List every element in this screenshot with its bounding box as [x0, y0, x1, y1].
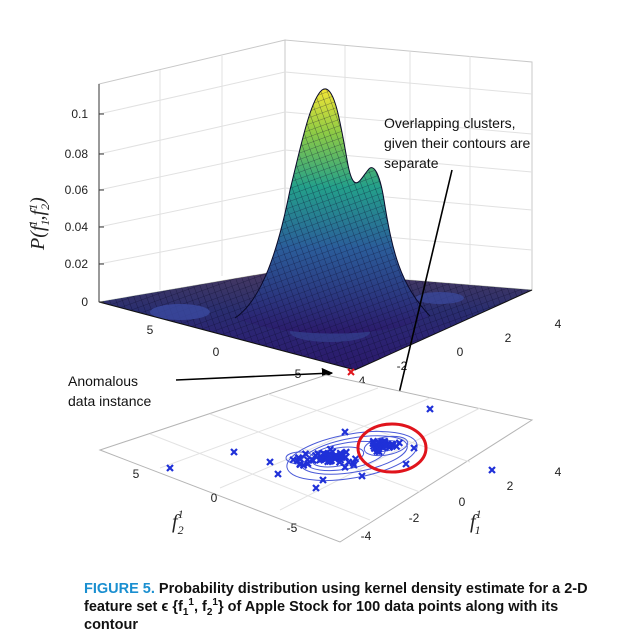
bottom-f1-tick-label: 2 — [507, 479, 514, 493]
data-point — [166, 464, 174, 472]
bottom-f2-ticks: 5 0 -5 — [133, 467, 298, 535]
caption-sup2: 1 — [212, 597, 218, 609]
z-tick-label: 0.06 — [65, 183, 89, 197]
caption-text-c: } of Apple Stock for 100 data points alo… — [84, 599, 559, 633]
data-point — [293, 456, 302, 465]
f2-axis-label: f1 2 — [172, 507, 184, 537]
data-point — [410, 444, 418, 452]
caption-label: FIGURE 5. — [84, 581, 155, 597]
f1-axis-label: f1 1 — [470, 507, 481, 537]
bottom-f1-tick-label: -2 — [409, 511, 420, 525]
data-point — [311, 451, 320, 460]
overlap-text-line1: Overlapping clusters, — [384, 115, 516, 131]
data-point — [341, 428, 349, 436]
data-point — [381, 442, 390, 450]
bottom-f1-tick-label: -4 — [361, 529, 372, 543]
data-point — [351, 455, 360, 463]
caption-sub1: 1 — [182, 606, 189, 618]
top-f1-tick-label: -2 — [397, 359, 408, 373]
data-point — [328, 447, 337, 456]
data-point — [312, 484, 320, 492]
data-point — [301, 450, 310, 458]
top-f1-tick-label: 2 — [505, 331, 512, 345]
top-f1-tick-label: 4 — [555, 317, 562, 331]
caption-sub2: 2 — [206, 606, 213, 618]
anomalous-point — [347, 368, 355, 376]
data-point — [402, 460, 410, 468]
annotation-overlap: Overlapping clusters, given their contou… — [384, 115, 531, 442]
data-point — [317, 455, 325, 464]
bottom-f1-ticks: -4 -2 0 2 4 — [361, 465, 562, 543]
data-point — [338, 453, 346, 462]
top-f1-ticks: -4 -2 0 2 4 — [355, 317, 562, 388]
bottom-f2-tick-label: 5 — [133, 467, 140, 481]
data-point — [230, 448, 238, 456]
z-tick-label: 0.1 — [71, 107, 88, 121]
anomaly-text-line2: data instance — [68, 393, 151, 409]
data-point — [319, 449, 328, 458]
data-point — [319, 476, 327, 484]
bottom-f2-tick-label: -5 — [287, 521, 298, 535]
data-point — [426, 405, 434, 413]
top-f2-tick-label: 5 — [147, 323, 154, 337]
caption-sup1: 1 — [188, 597, 194, 609]
grid-lines — [98, 46, 533, 290]
z-tick-label: 0 — [81, 295, 88, 309]
data-points — [166, 405, 496, 492]
data-point — [488, 466, 496, 474]
data-point — [341, 463, 349, 471]
overlap-text-line3: separate — [384, 155, 439, 171]
caption-text-b: , f — [193, 599, 207, 615]
overlap-highlight — [356, 422, 428, 474]
data-point — [369, 439, 377, 448]
data-point — [358, 472, 366, 480]
figure-caption: FIGURE 5. Probability distribution using… — [84, 580, 614, 634]
bottom-f2-tick-label: 0 — [211, 491, 218, 505]
annotation-anomaly: Anomalous data instance — [68, 367, 334, 409]
z-axis-label: P(f11,f21) — [26, 197, 52, 251]
data-point — [388, 440, 396, 448]
bottom-f1-tick-label: 0 — [459, 495, 466, 509]
anomaly-arrow — [175, 367, 334, 381]
z-tick-label: 0.08 — [65, 147, 89, 161]
top-f2-tick-label: 0 — [213, 345, 220, 359]
overlap-text-line2: given their contours are — [384, 135, 531, 151]
data-point — [374, 445, 383, 454]
top-f1-tick-label: -4 — [355, 374, 366, 388]
bottom-f1-tick-label: 4 — [555, 465, 562, 479]
back-wall-left — [98, 39, 286, 303]
z-ticks: 0.1 0.08 0.06 0.04 0.02 0 — [65, 107, 104, 309]
data-point — [326, 453, 334, 461]
anomaly-text-line1: Anomalous — [68, 373, 138, 389]
data-point — [349, 459, 357, 467]
data-point — [274, 470, 282, 478]
data-point — [309, 456, 317, 465]
data-point — [266, 458, 274, 466]
scatter-plane: 5 0 -5 -4 -2 0 2 4 f1 1 f1 2 — [98, 368, 562, 543]
caption-text-a: Probability distribution using kernel de… — [84, 581, 588, 615]
top-f1-tick-label: 0 — [457, 345, 464, 359]
z-tick-label: 0.02 — [65, 257, 89, 271]
z-tick-label: 0.04 — [65, 220, 89, 234]
